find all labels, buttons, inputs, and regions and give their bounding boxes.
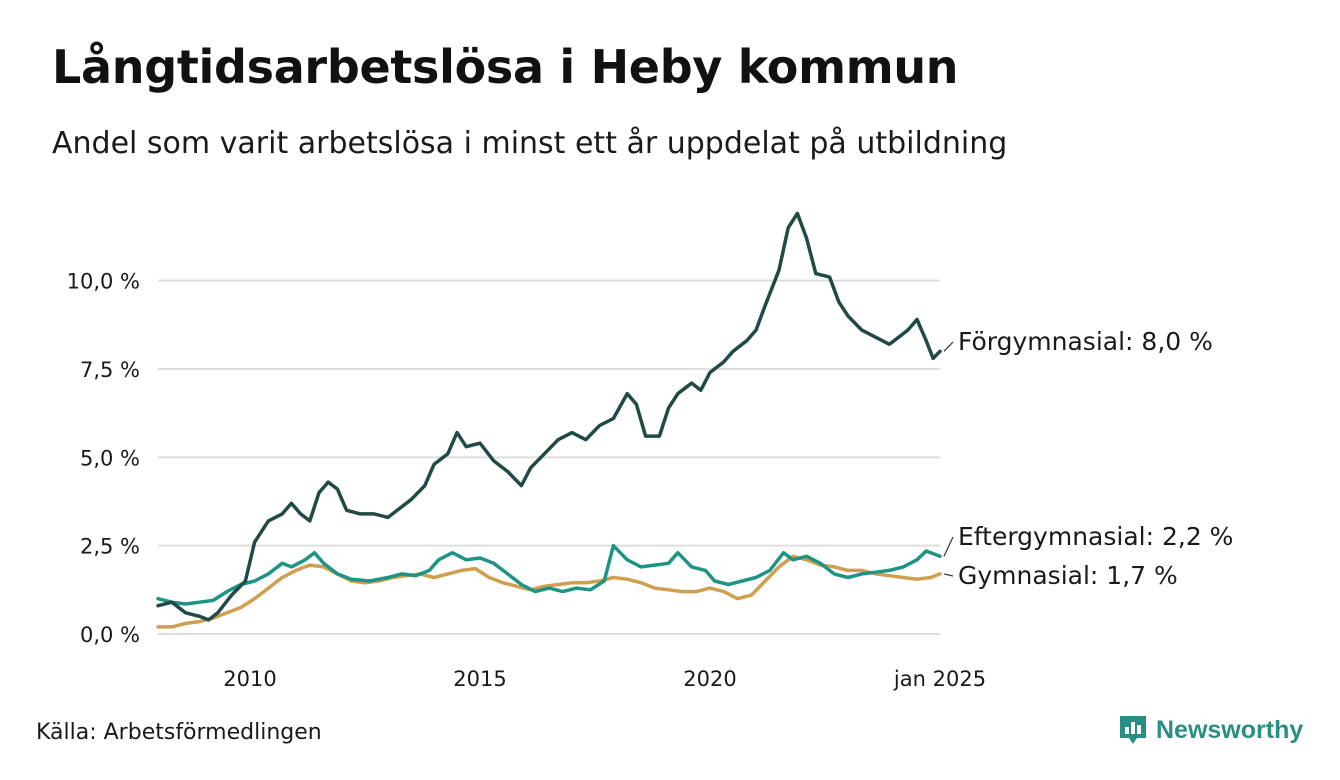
y-tick-label: 0,0 %: [80, 623, 140, 647]
series-end-label: Förgymnasial: 8,0 %: [958, 327, 1213, 356]
end-labels: Förgymnasial: 8,0 % Eftergymnasial: 2,2 %…: [943, 327, 1233, 590]
chart-subtitle: Andel som varit arbetslösa i minst ett å…: [52, 126, 1008, 161]
series-line-eftergymnasial: [156, 543, 942, 606]
x-tick-label: 2010: [223, 667, 276, 691]
y-tick-label: 10,0 %: [67, 270, 140, 294]
x-tick-label: 2015: [453, 667, 506, 691]
y-axis-ticks: 0,0 % 2,5 % 5,0 % 7,5 % 10,0 %: [67, 270, 140, 647]
y-tick-label: 5,0 %: [80, 446, 140, 470]
newsworthy-icon: [1120, 716, 1146, 744]
brand-name: Newsworthy: [1156, 715, 1304, 744]
y-tick-label: 7,5 %: [80, 358, 140, 382]
y-tick-label: 2,5 %: [80, 535, 140, 559]
chart-title: Långtidsarbetslösa i Heby kommun: [52, 40, 959, 94]
series-end-label: Eftergymnasial: 2,2 %: [958, 522, 1233, 551]
newsworthy-logo: Newsworthy: [1118, 714, 1303, 746]
x-axis-ticks: 2010 2015 2020 jan 2025: [223, 667, 986, 691]
end-label-leader: [943, 536, 954, 557]
series-line-gymnasial: [156, 554, 942, 629]
series-lines: [156, 211, 942, 629]
series-line-förgymnasial: [156, 211, 942, 622]
gridlines: [158, 279, 940, 635]
x-tick-label: 2020: [683, 667, 736, 691]
x-tick-label: jan 2025: [893, 667, 986, 691]
end-label-leader: [943, 341, 954, 352]
end-label-leader: [943, 573, 954, 577]
source-note: Källa: Arbetsförmedlingen: [36, 720, 322, 745]
series-end-label: Gymnasial: 1,7 %: [958, 561, 1178, 590]
